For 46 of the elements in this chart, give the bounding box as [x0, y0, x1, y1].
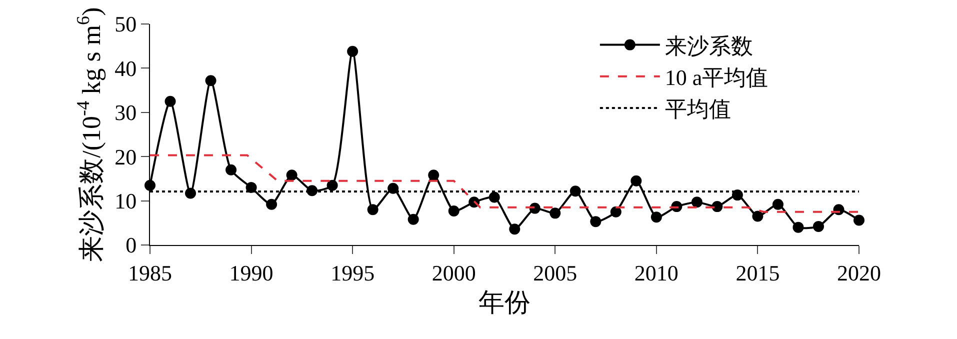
- y-tick-label: 0: [126, 232, 137, 258]
- point: [347, 46, 358, 57]
- point: [448, 205, 460, 216]
- point: [388, 182, 399, 194]
- point: [205, 75, 216, 86]
- point: [650, 212, 662, 223]
- x-tick-label: 2010: [634, 260, 678, 286]
- point: [550, 208, 561, 219]
- legend-label: 来沙系数: [664, 33, 753, 58]
- point: [408, 214, 419, 225]
- y-tick-label: 10: [114, 188, 137, 214]
- point: [367, 204, 378, 216]
- point: [509, 224, 520, 235]
- y-tick-label: 50: [114, 12, 137, 37]
- x-tick-label: 2020: [837, 260, 881, 286]
- x-tick-label: 1995: [330, 260, 375, 286]
- point: [428, 170, 440, 181]
- point: [164, 96, 176, 107]
- y-tick-label: 30: [114, 100, 137, 126]
- x-tick-label: 2015: [736, 260, 780, 286]
- point: [610, 206, 622, 218]
- y-tick-label: 20: [114, 144, 137, 170]
- x-tick-label: 2005: [533, 260, 578, 286]
- y-tick-label: 40: [114, 56, 137, 81]
- point: [792, 222, 804, 233]
- point: [772, 198, 784, 210]
- point: [326, 180, 338, 191]
- point: [286, 170, 298, 181]
- point: [630, 175, 642, 186]
- point: [488, 192, 500, 203]
- x-tick-label: 1990: [229, 260, 274, 286]
- x-tick-label: 1985: [128, 260, 172, 286]
- point: [590, 216, 602, 228]
- point: [226, 164, 237, 176]
- legend-label: 平均值: [664, 96, 731, 122]
- point: [266, 198, 278, 210]
- point: [712, 201, 723, 212]
- point: [732, 190, 743, 201]
- point: [752, 210, 764, 222]
- point: [691, 196, 702, 208]
- x-axis-title: 年份: [478, 288, 530, 318]
- point: [812, 220, 824, 232]
- point: [854, 214, 864, 226]
- point: [246, 182, 257, 194]
- legend-label: 10 a平均值: [664, 64, 768, 90]
- x-tick-label: 2000: [432, 260, 476, 286]
